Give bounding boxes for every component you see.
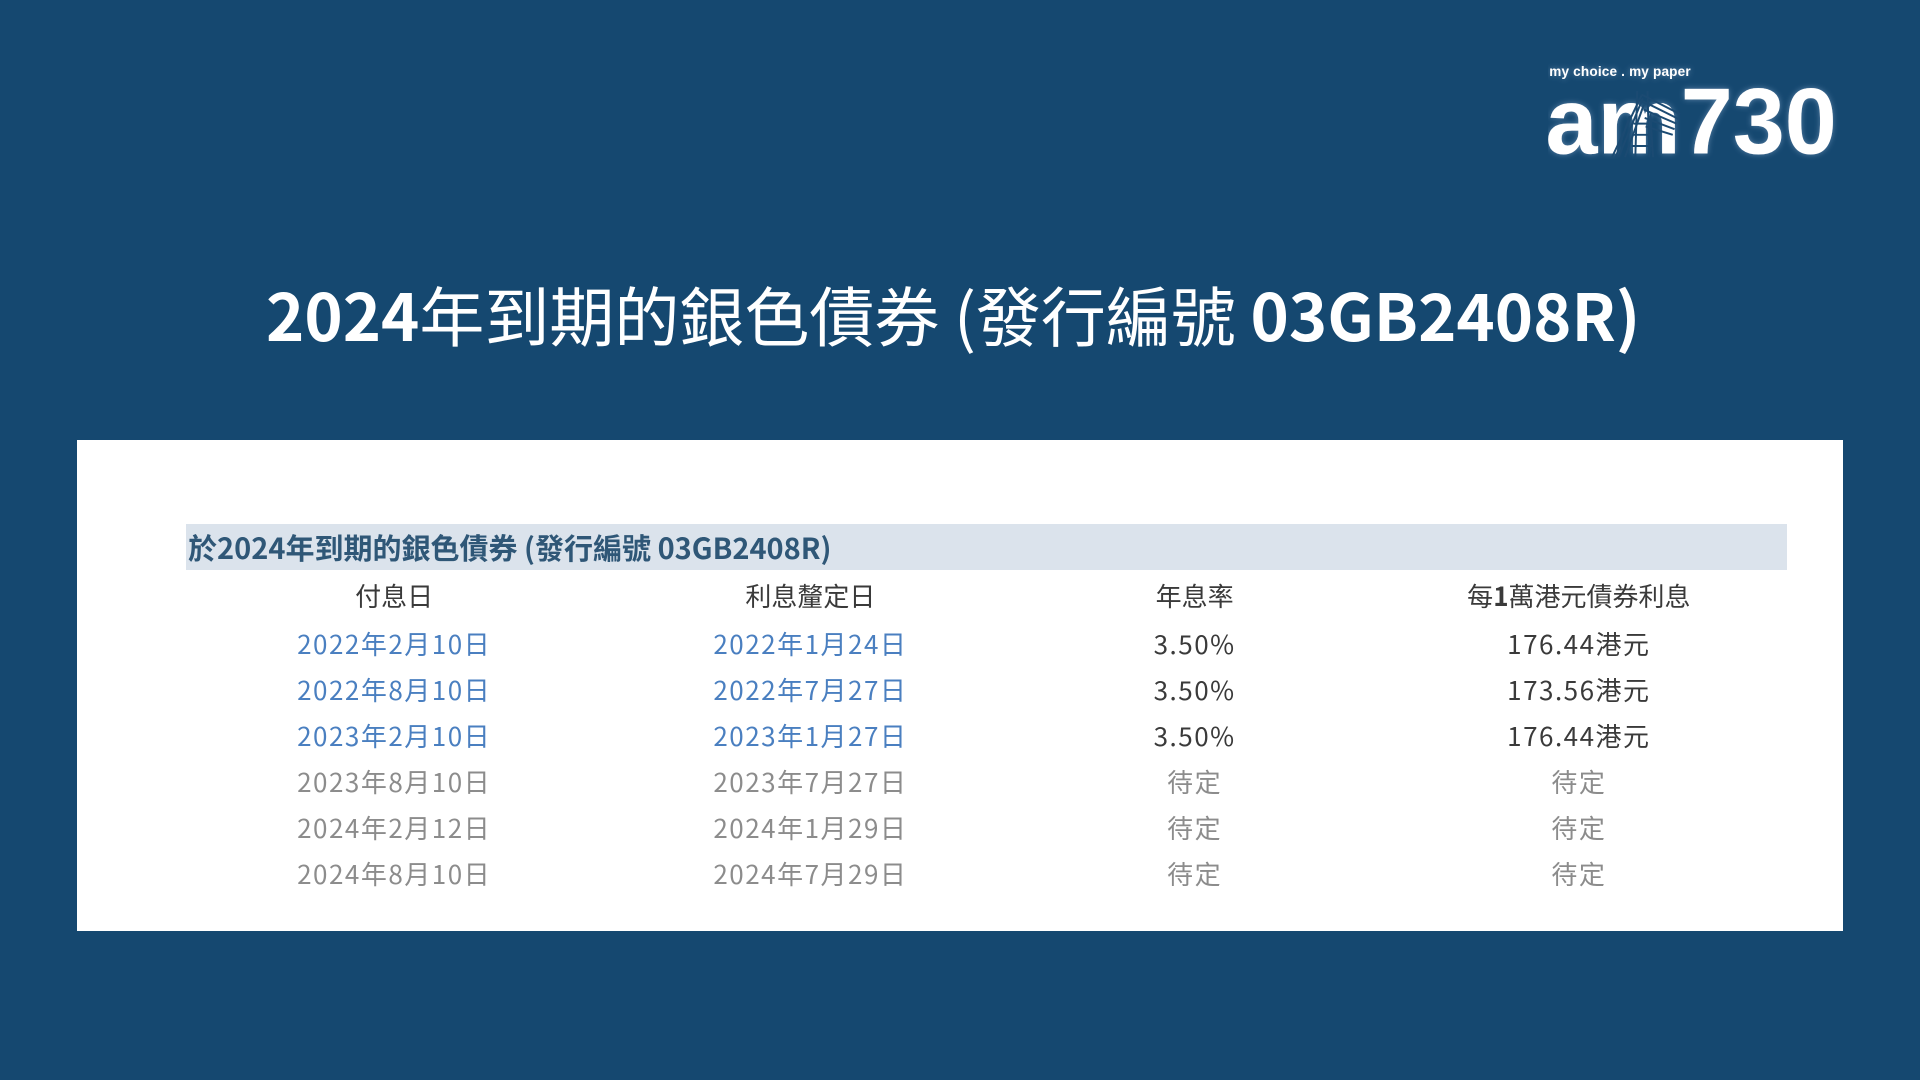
svg-text:am730: am730 xyxy=(1548,69,1837,161)
